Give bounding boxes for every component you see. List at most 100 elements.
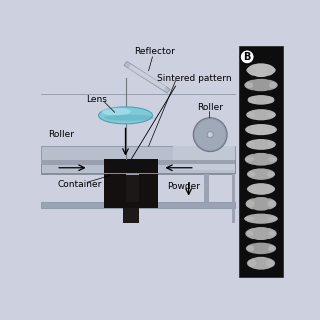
Bar xyxy=(170,164,235,170)
Text: Roller: Roller xyxy=(197,103,223,112)
Ellipse shape xyxy=(250,150,256,154)
Ellipse shape xyxy=(247,141,255,148)
Ellipse shape xyxy=(250,224,256,228)
Bar xyxy=(41,160,235,168)
Ellipse shape xyxy=(250,254,256,258)
Ellipse shape xyxy=(247,168,275,180)
Ellipse shape xyxy=(246,139,276,150)
Ellipse shape xyxy=(266,135,272,139)
Ellipse shape xyxy=(247,63,275,77)
Bar xyxy=(104,158,158,173)
Text: Powder: Powder xyxy=(167,182,200,191)
Ellipse shape xyxy=(269,82,276,88)
Ellipse shape xyxy=(268,141,275,148)
Bar xyxy=(125,175,140,202)
Polygon shape xyxy=(104,162,158,181)
Ellipse shape xyxy=(250,165,256,169)
Ellipse shape xyxy=(193,118,227,152)
Ellipse shape xyxy=(250,135,256,139)
Ellipse shape xyxy=(266,165,272,169)
Ellipse shape xyxy=(267,112,276,118)
Text: Lens: Lens xyxy=(86,95,107,105)
Text: Reflector: Reflector xyxy=(134,47,175,56)
Ellipse shape xyxy=(266,254,272,258)
Ellipse shape xyxy=(247,171,255,177)
Text: Roller: Roller xyxy=(49,130,75,139)
Ellipse shape xyxy=(245,156,254,162)
Bar xyxy=(123,181,140,223)
Polygon shape xyxy=(124,61,170,93)
Text: B: B xyxy=(244,52,251,62)
Bar xyxy=(41,172,235,175)
Ellipse shape xyxy=(250,180,256,183)
Ellipse shape xyxy=(246,197,276,211)
Ellipse shape xyxy=(250,239,256,243)
Ellipse shape xyxy=(250,195,256,198)
Ellipse shape xyxy=(247,260,256,267)
Bar xyxy=(41,160,235,173)
Text: Sintered pattern: Sintered pattern xyxy=(157,74,232,83)
Bar xyxy=(41,202,235,208)
Ellipse shape xyxy=(246,67,256,73)
Ellipse shape xyxy=(267,171,275,177)
Ellipse shape xyxy=(247,231,253,236)
Ellipse shape xyxy=(244,213,278,224)
Ellipse shape xyxy=(195,119,226,150)
Bar xyxy=(41,159,235,170)
Ellipse shape xyxy=(104,115,155,121)
Ellipse shape xyxy=(268,200,276,208)
Ellipse shape xyxy=(248,257,275,270)
Ellipse shape xyxy=(247,245,254,252)
Ellipse shape xyxy=(268,156,277,162)
Ellipse shape xyxy=(266,67,276,73)
Bar xyxy=(41,160,235,173)
Ellipse shape xyxy=(247,186,256,192)
Ellipse shape xyxy=(99,107,152,124)
Ellipse shape xyxy=(247,183,275,195)
Text: Container: Container xyxy=(57,180,101,189)
Polygon shape xyxy=(104,162,158,181)
Ellipse shape xyxy=(102,108,131,116)
Ellipse shape xyxy=(266,260,275,267)
Bar xyxy=(41,160,235,165)
Ellipse shape xyxy=(209,133,211,136)
Bar xyxy=(204,173,209,202)
Ellipse shape xyxy=(266,239,272,243)
Polygon shape xyxy=(129,65,166,90)
Ellipse shape xyxy=(266,180,272,183)
Ellipse shape xyxy=(250,76,256,80)
Ellipse shape xyxy=(245,124,277,135)
Ellipse shape xyxy=(207,132,213,138)
Ellipse shape xyxy=(244,79,278,91)
Bar xyxy=(173,146,235,162)
Ellipse shape xyxy=(266,195,272,198)
Ellipse shape xyxy=(268,126,276,133)
Bar xyxy=(41,146,235,162)
Ellipse shape xyxy=(246,200,255,208)
Bar xyxy=(232,160,235,223)
Ellipse shape xyxy=(266,120,272,124)
Ellipse shape xyxy=(246,112,255,118)
Bar xyxy=(239,46,283,277)
Bar xyxy=(125,173,140,202)
Ellipse shape xyxy=(268,245,275,252)
Ellipse shape xyxy=(266,105,272,109)
Ellipse shape xyxy=(250,209,256,213)
Ellipse shape xyxy=(266,91,272,94)
Ellipse shape xyxy=(266,150,272,154)
Ellipse shape xyxy=(246,109,276,120)
Ellipse shape xyxy=(266,224,272,228)
Ellipse shape xyxy=(245,153,277,166)
Bar xyxy=(41,160,235,173)
Ellipse shape xyxy=(266,209,272,213)
Ellipse shape xyxy=(248,95,274,105)
Ellipse shape xyxy=(250,91,256,94)
Ellipse shape xyxy=(269,231,275,236)
Ellipse shape xyxy=(246,243,276,254)
Circle shape xyxy=(240,50,254,64)
Ellipse shape xyxy=(248,97,256,103)
Polygon shape xyxy=(104,162,158,181)
Ellipse shape xyxy=(245,227,277,240)
Ellipse shape xyxy=(266,76,272,80)
Ellipse shape xyxy=(250,120,256,124)
